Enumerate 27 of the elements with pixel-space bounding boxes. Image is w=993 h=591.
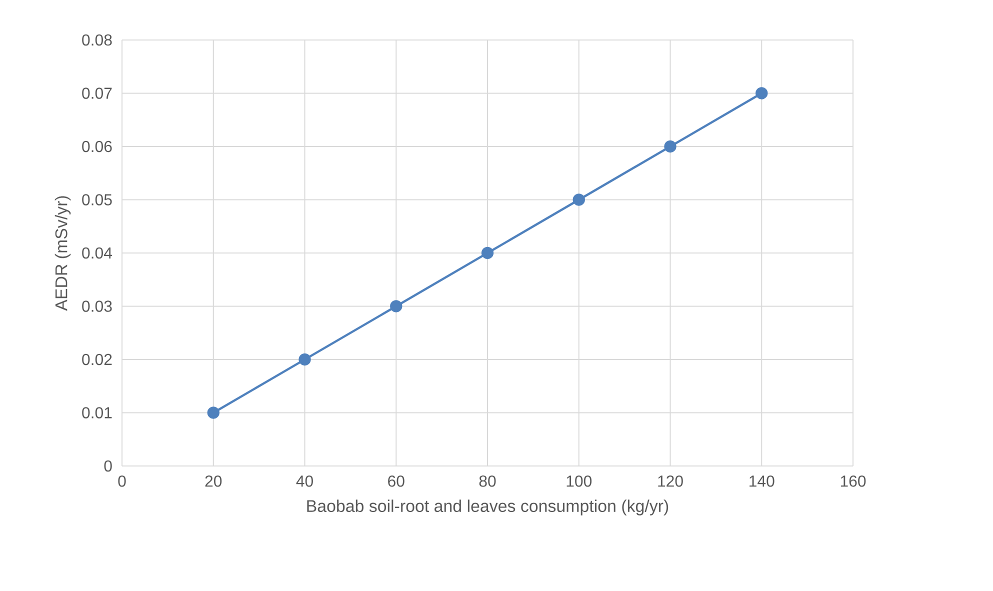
y-tick-label: 0.03 [82,300,112,312]
x-tick-label: 160 [840,476,866,487]
y-tick-label: 0.07 [82,88,112,99]
x-tick-label: 0 [118,476,126,487]
x-tick-label: 20 [205,476,222,487]
y-tick-label: 0.08 [82,34,112,46]
y-tick-label: 0.05 [82,194,112,206]
point [298,353,311,366]
point [572,194,585,206]
y-tick-label: 0.01 [82,407,112,418]
y-tick-label: 0 [104,460,112,472]
x-tick-label: 80 [479,476,496,487]
y-tick-label: 0.06 [82,140,112,152]
y-tick-label: 0.02 [82,354,112,366]
point [664,140,676,153]
x-tick-label: 100 [566,476,592,487]
point [481,246,494,260]
y-tick-label: 0.04 [82,247,112,259]
point [207,406,220,419]
x-tick-label: 140 [750,476,774,487]
y-axis-title: AEDR (mSv/yr) [54,196,71,311]
point [756,87,768,100]
point [390,300,402,312]
x-tick-label: 40 [296,476,313,487]
x-tick-label: 60 [388,476,404,487]
x-axis-title: Baobab soil-root and leaves consumption (kg/yr) [307,500,668,516]
x-tick-label: 120 [658,476,683,487]
